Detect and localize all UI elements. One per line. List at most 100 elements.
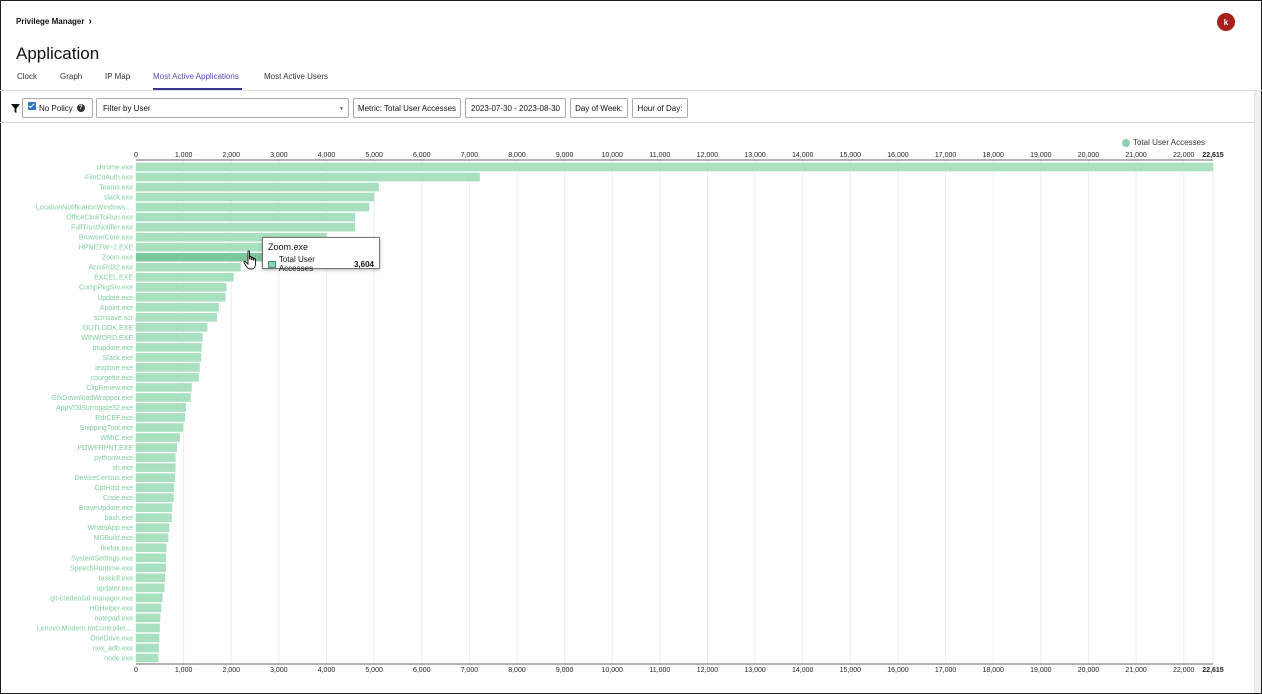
no-policy-label: No Policy [39, 103, 73, 113]
category-label: HDHelper.exe [89, 605, 133, 612]
toolbar [0, 93, 1254, 123]
bar [136, 363, 200, 372]
bar [136, 403, 187, 412]
chart-legend[interactable]: Total User Accesses [1122, 138, 1205, 147]
bar [136, 653, 159, 663]
x-tick-label-bottom: 17,000 [935, 667, 957, 674]
category-label: Slack.exe [103, 355, 133, 362]
caret-down-icon: ▼ [339, 106, 344, 112]
category-label: nox_adb.exe [93, 645, 133, 652]
no-policy-toggle[interactable]: No Policy ? [22, 98, 93, 118]
bar [136, 222, 356, 232]
category-label: Update.exe [97, 295, 133, 302]
x-tick-label-bottom: 8,000 [508, 667, 526, 674]
avatar[interactable]: k [1217, 13, 1235, 31]
x-tick-label-bottom: 6,000 [413, 667, 431, 674]
category-label: SnippingTool.exe [80, 425, 133, 432]
x-tick-label-bottom: 22,615 [1202, 667, 1224, 674]
x-tick-label-bottom: 13,000 [744, 667, 766, 674]
date-range-button[interactable]: 2023-07-30 - 2023-08-30 [465, 98, 566, 118]
tab-most-active-applications[interactable]: Most Active Applications [153, 69, 242, 90]
category-label: MSBuild.exe [94, 535, 133, 542]
x-tick-label-bottom: 22,000 [1173, 667, 1195, 674]
help-icon[interactable]: ? [76, 104, 85, 112]
x-tick-label-top: 19,000 [1030, 152, 1052, 159]
x-tick-label-bottom: 4,000 [318, 667, 336, 674]
category-label: node.exe [104, 655, 133, 662]
bar [136, 623, 160, 633]
bar [136, 172, 480, 182]
bar [136, 473, 176, 482]
x-tick-label-bottom: 12,000 [697, 667, 719, 674]
category-label: firefox.exe [101, 545, 133, 552]
category-label: BrowserCore.exe [79, 235, 133, 242]
bar [136, 443, 177, 452]
category-label: LocationNotificationWindows.... [36, 205, 133, 212]
chevron-right-icon: › [88, 15, 92, 27]
no-policy-checkbox[interactable] [28, 102, 36, 110]
category-label: Apoint.exe [100, 305, 133, 312]
bar [136, 313, 217, 322]
day-of-week-button[interactable]: Day of Week: [570, 98, 628, 118]
breadcrumb-label: Privilege Manager [16, 17, 85, 26]
tab-bar: Clock Graph IP Map Most Active Applicati… [17, 69, 334, 91]
x-tick-label-bottom: 10,000 [602, 667, 624, 674]
bar [136, 463, 176, 472]
bar [136, 272, 234, 282]
category-label: courgette.exe [91, 375, 134, 382]
metric-button[interactable]: Metric: Total User Accesses [353, 98, 461, 118]
bar [136, 503, 173, 512]
filter-icon[interactable] [11, 104, 20, 113]
bar [136, 603, 162, 613]
x-tick-label-top: 4,000 [318, 152, 336, 159]
hour-of-day-button[interactable]: Hour of Day: [632, 98, 688, 118]
category-label: slack.exe [104, 195, 133, 202]
tab-ip-map[interactable]: IP Map [105, 72, 131, 81]
x-tick-label-top: 1,000 [175, 152, 193, 159]
tab-clock[interactable]: Clock [17, 72, 38, 81]
bar [136, 202, 370, 212]
bar [136, 393, 191, 402]
category-label: EXCEL.EXE [94, 275, 133, 282]
chart-svg: 0 0 1,000 1,000 2,000 2,000 3,000 3,000 4,000 4,0… [36, 152, 1224, 674]
category-label: RdrCEF.exe [95, 415, 133, 422]
category-label: SystemSettings.exe [71, 555, 133, 562]
x-tick-label-top: 5,000 [365, 152, 383, 159]
bar [136, 433, 180, 442]
category-label: taskkill.exe [99, 575, 133, 582]
category-label: iexplore.exe [95, 365, 133, 372]
bar [136, 423, 184, 432]
x-tick-label-top: 7,000 [461, 152, 479, 159]
category-label: git-credential-manager.exe [50, 595, 133, 602]
page-title: Application [16, 44, 100, 63]
x-tick-label-top: 8,000 [508, 152, 526, 159]
vertical-scrollbar[interactable] [1254, 91, 1261, 693]
bar [136, 262, 241, 272]
bar [136, 192, 375, 202]
bar [136, 563, 167, 573]
category-label: FileCoAuth.exe [85, 175, 133, 182]
breadcrumb[interactable]: Privilege Manager › [16, 15, 92, 27]
x-tick-label-bottom: 18,000 [983, 667, 1005, 674]
bar [136, 533, 169, 543]
legend-swatch [1122, 138, 1130, 147]
category-label: AcroRd32.exe [89, 265, 133, 272]
filter-by-user-select[interactable]: Filter by User ▼ [96, 98, 349, 118]
x-tick-label-bottom: 7,000 [461, 667, 479, 674]
bar [136, 343, 202, 352]
bar [136, 583, 165, 593]
tab-most-active-users[interactable]: Most Active Users [264, 72, 329, 81]
category-label: CompPkgSrv.exe [79, 285, 133, 292]
category-label: DeviceCensus.exe [75, 475, 133, 482]
tab-graph[interactable]: Graph [60, 72, 83, 81]
category-label: POWERPNT.EXE [77, 445, 133, 452]
category-label: scrnsave.scr [94, 315, 134, 322]
bar [136, 483, 175, 492]
category-label: bash.exe [105, 515, 134, 522]
hand-cursor-icon [243, 250, 256, 270]
bar [136, 162, 1213, 172]
bar [136, 593, 163, 603]
category-label: notepad.exe [94, 615, 133, 622]
bar [136, 543, 167, 553]
x-tick-label-top: 12,000 [697, 152, 719, 159]
